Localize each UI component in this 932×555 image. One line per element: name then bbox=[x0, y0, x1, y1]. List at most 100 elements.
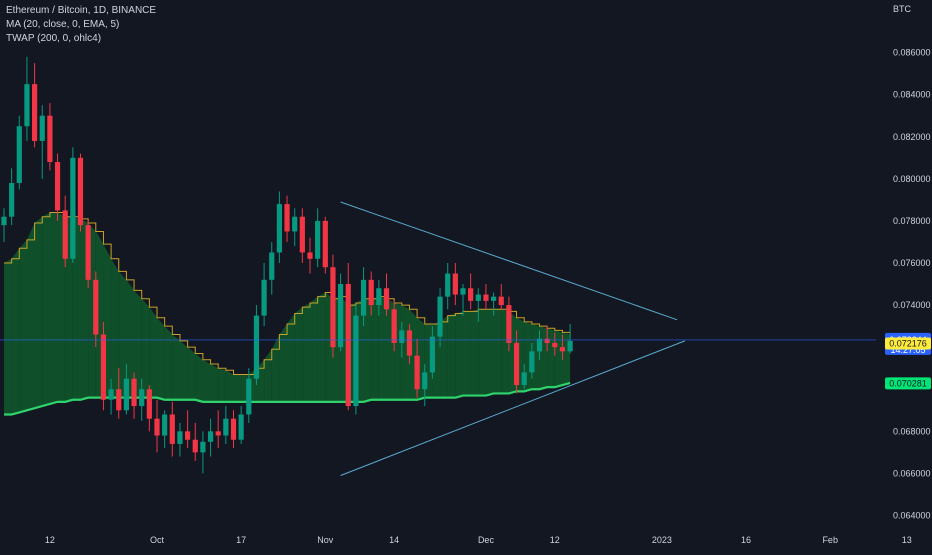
candle-body bbox=[277, 204, 282, 252]
indicator-fill-segment bbox=[471, 309, 479, 395]
indicator-fill-segment bbox=[149, 307, 157, 397]
legend-twap[interactable]: TWAP (200, 0, ohlc4) bbox=[6, 32, 156, 46]
y-tick-label: 0.082000 bbox=[893, 132, 931, 142]
indicator-fill-segment bbox=[12, 248, 20, 414]
indicator-fill-segment bbox=[165, 326, 173, 400]
candle bbox=[86, 221, 91, 288]
price-badge-label: 0.072176 bbox=[889, 338, 927, 348]
candle-body bbox=[415, 356, 420, 390]
candle-body bbox=[162, 414, 167, 435]
candle bbox=[330, 255, 335, 358]
indicator-fill-segment bbox=[27, 223, 35, 410]
indicator-fill-segment bbox=[42, 213, 50, 407]
indicator-fill-segment bbox=[188, 347, 196, 400]
candle-body bbox=[407, 330, 412, 355]
indicator-fill-segment bbox=[50, 213, 58, 404]
indicator-fill-segment bbox=[218, 368, 226, 402]
candle-body bbox=[399, 330, 404, 343]
candle-body bbox=[86, 225, 91, 280]
indicator-fill-segment bbox=[35, 217, 43, 408]
candle-body bbox=[361, 280, 366, 316]
candle-body bbox=[468, 288, 473, 301]
indicator-fill-segment bbox=[4, 259, 12, 415]
indicator-fill-segment bbox=[302, 303, 310, 402]
y-tick-label: 0.076000 bbox=[893, 258, 931, 268]
candle-body bbox=[545, 339, 550, 343]
legend-symbol[interactable]: Ethereum / Bitcoin, 1D, BINANCE bbox=[6, 4, 156, 18]
candle-body bbox=[529, 351, 534, 372]
candle bbox=[70, 147, 75, 263]
indicator-fill-segment bbox=[486, 309, 494, 395]
candle-body bbox=[116, 389, 121, 410]
x-tick-label: 13 bbox=[902, 535, 912, 545]
candle-body bbox=[307, 252, 312, 258]
x-tick-label: 17 bbox=[236, 535, 246, 545]
candle-body bbox=[40, 116, 45, 141]
indicator-fill-segment bbox=[295, 307, 303, 402]
candle-body bbox=[109, 389, 114, 400]
candle-body bbox=[392, 309, 397, 343]
candle-body bbox=[460, 288, 465, 294]
candle-body bbox=[246, 379, 251, 415]
candle-body bbox=[78, 158, 83, 225]
candle-body bbox=[193, 440, 198, 453]
candle-body bbox=[239, 414, 244, 439]
x-tick-label: 14 bbox=[389, 535, 399, 545]
price-badge: 0.070281 bbox=[885, 377, 931, 389]
price-badge: 0.072176 bbox=[885, 337, 931, 349]
candle-body bbox=[552, 343, 557, 347]
indicator-fill-segment bbox=[279, 324, 287, 402]
indicator-fill-segment bbox=[318, 292, 326, 401]
candle-body bbox=[208, 431, 213, 442]
candle-body bbox=[445, 274, 450, 297]
candle-body bbox=[154, 419, 159, 436]
candle-body bbox=[292, 217, 297, 232]
candle-body bbox=[101, 335, 106, 400]
candle-body bbox=[93, 280, 98, 335]
x-tick-label: Nov bbox=[317, 535, 334, 545]
indicator-fill-segment bbox=[463, 311, 471, 395]
candle bbox=[346, 263, 351, 410]
indicator-fill-segment bbox=[226, 370, 234, 402]
candle-body bbox=[9, 183, 14, 217]
candle-body bbox=[231, 419, 236, 440]
indicator-fill-segment bbox=[157, 318, 165, 400]
candle-body bbox=[430, 337, 435, 373]
indicator-fill-segment bbox=[180, 341, 188, 400]
candle-body bbox=[24, 84, 29, 126]
legend-ma[interactable]: MA (20, close, 0, EMA, 5) bbox=[6, 18, 156, 32]
y-tick-label: 0.086000 bbox=[893, 48, 931, 58]
indicator-fill-segment bbox=[172, 335, 180, 400]
candle-body bbox=[537, 339, 542, 352]
indicator-fill-segment bbox=[310, 297, 318, 402]
candle-body bbox=[284, 204, 289, 231]
candle-body bbox=[476, 295, 481, 301]
indicator-fill-segment bbox=[547, 328, 555, 387]
indicator-fill-segment bbox=[478, 309, 486, 395]
candle-body bbox=[269, 252, 274, 279]
indicator-fill-segment bbox=[287, 313, 295, 401]
candle-body bbox=[185, 431, 190, 439]
indicator-fill-segment bbox=[555, 330, 563, 387]
candle-body bbox=[1, 217, 6, 225]
candle-body bbox=[47, 116, 52, 162]
candle-body bbox=[560, 347, 565, 351]
candle-body bbox=[315, 221, 320, 259]
candle-body bbox=[491, 297, 496, 301]
indicator-fill-segment bbox=[234, 375, 242, 402]
x-tick-label: 2023 bbox=[652, 535, 672, 545]
y-tick-label: 0.078000 bbox=[893, 216, 931, 226]
candle-body bbox=[139, 389, 144, 406]
candle-body bbox=[32, 84, 37, 141]
candle-body bbox=[63, 210, 68, 258]
candle-body bbox=[147, 389, 152, 418]
candle-body bbox=[514, 343, 519, 385]
candle-body bbox=[384, 288, 389, 309]
candle-body bbox=[223, 419, 228, 436]
candle-body bbox=[124, 379, 129, 411]
candle-body bbox=[262, 280, 267, 316]
candle-body bbox=[55, 162, 60, 210]
